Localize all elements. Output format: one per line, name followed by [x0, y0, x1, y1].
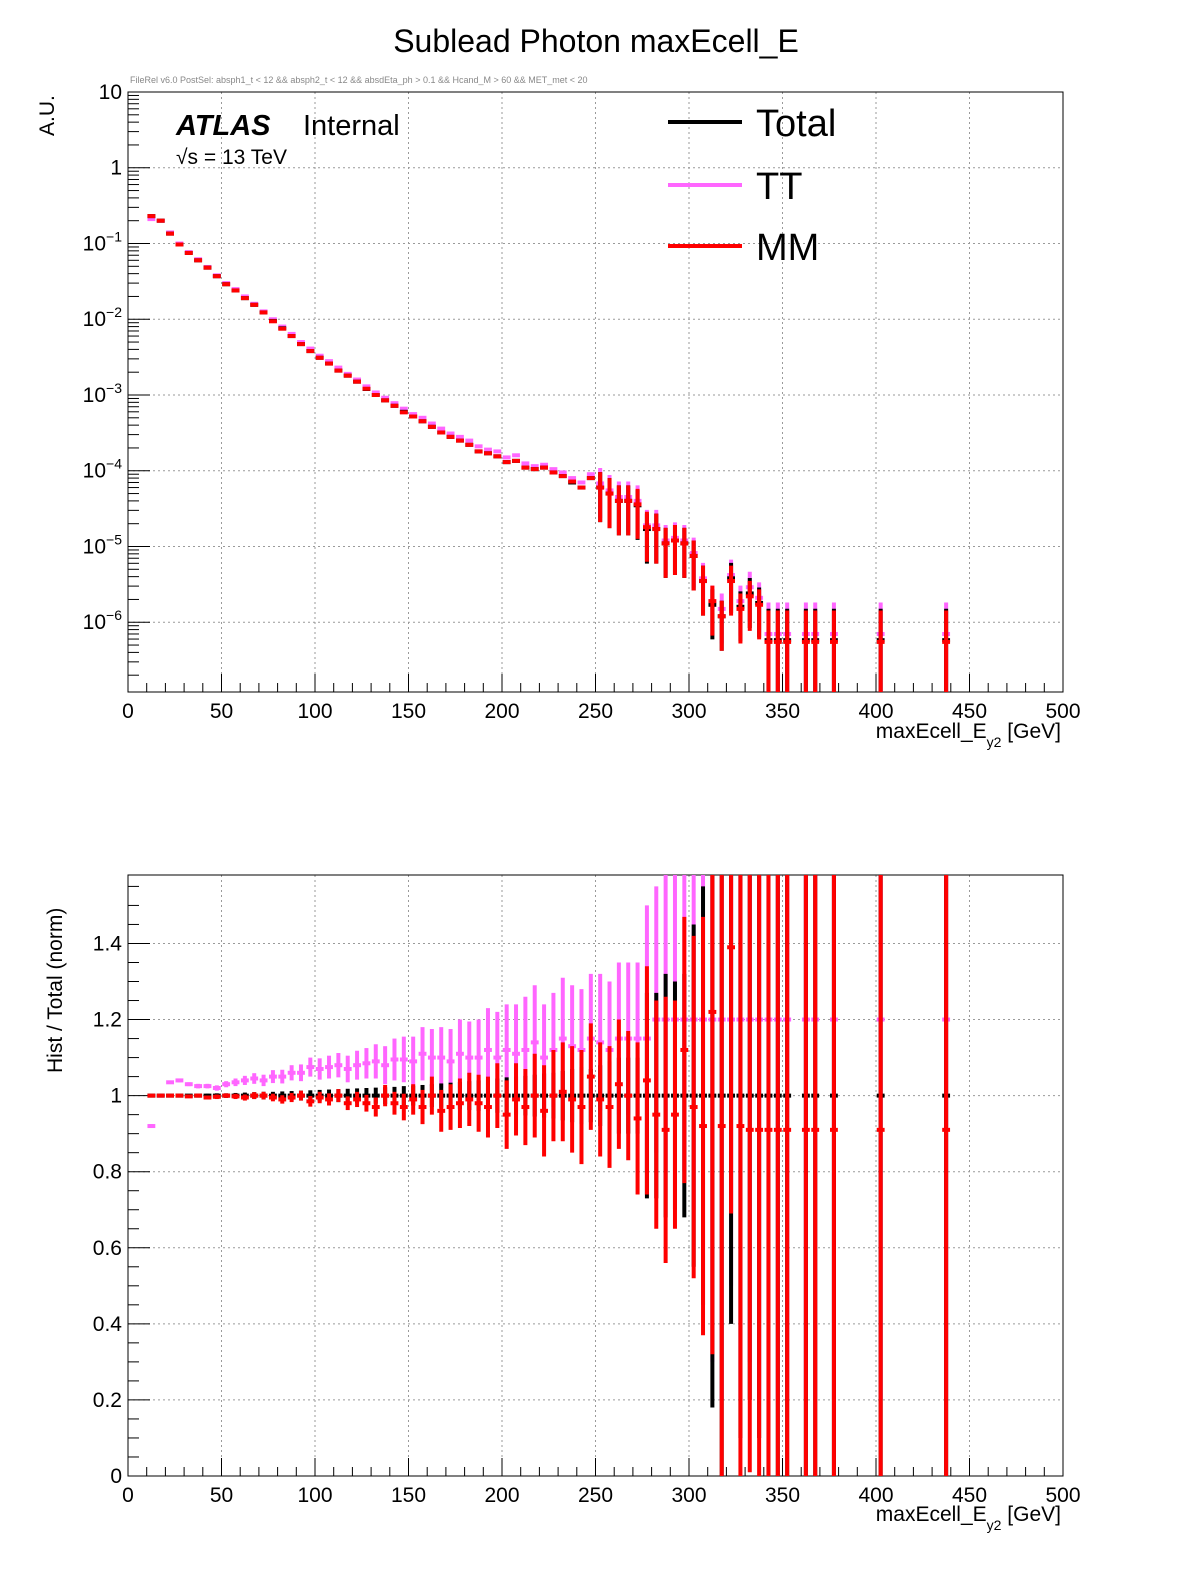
- legend-label-total: Total: [756, 103, 836, 145]
- x-tick-label: 200: [484, 700, 519, 723]
- bottom-panel: 0 50 100 150 200 250 300 350 400 450 500 0 0.2 0.4 0.6…: [44, 874, 1081, 1533]
- x-tick-label: 350: [765, 1484, 800, 1507]
- y-tick-label: 0.4: [93, 1313, 123, 1336]
- legend: Total TT MM: [668, 103, 836, 269]
- x-tick-label: 50: [210, 1484, 233, 1507]
- x-tick-label: 0: [122, 1484, 134, 1507]
- selection-cuts-text: FileRel v6.0 PostSel: absph1_t < 12 && a…: [130, 75, 588, 85]
- ratio-series-total: [147, 875, 951, 1476]
- x-tick-label: 400: [858, 1484, 893, 1507]
- x-tick-label: 500: [1045, 1484, 1080, 1507]
- y-tick-label: 0: [110, 1465, 122, 1488]
- series-total: [147, 214, 951, 692]
- y-tick-label: 10−4: [83, 456, 123, 483]
- x-tick-label: 450: [952, 700, 987, 723]
- y-tick-label: 0.8: [93, 1161, 122, 1184]
- y-tick-label: 1: [110, 1085, 122, 1108]
- x-tick-label: 500: [1045, 700, 1080, 723]
- atlas-label: ATLAS: [175, 110, 271, 142]
- x-tick-label: 200: [484, 1484, 519, 1507]
- x-tick-label: 350: [765, 700, 800, 723]
- y-tick-label: 10: [99, 81, 122, 104]
- ratio-series-tt: [147, 875, 951, 1400]
- y-tick-label: 1: [110, 157, 122, 180]
- y-tick-label: 0.6: [93, 1237, 122, 1260]
- x-tick-label: 450: [952, 1484, 987, 1507]
- x-tick-label: 400: [858, 700, 893, 723]
- x-tick-label: 50: [210, 700, 233, 723]
- x-tick-label: 250: [578, 700, 613, 723]
- y-tick-label: 10−3: [83, 380, 123, 407]
- chart-title: Sublead Photon maxEcell_E: [393, 23, 799, 59]
- y-tick-label: 1.4: [93, 932, 123, 955]
- top-plot-frame: [127, 91, 1064, 693]
- legend-label-mm: MM: [756, 227, 819, 269]
- y-tick-label: 10−5: [83, 531, 123, 558]
- x-tick-label: 150: [391, 700, 426, 723]
- y-tick-label: 1.2: [93, 1009, 122, 1032]
- y-tick-label: 10−2: [83, 304, 123, 331]
- x-tick-label: 100: [297, 700, 332, 723]
- top-panel: 0 50 100 150 200 250 300 350 400 450 500 10 1 10−1 10−…: [36, 81, 1081, 750]
- energy-label: √s = 13 TeV: [176, 146, 287, 169]
- x-axis-title-top: maxEcell_Ey2 [GeV]: [876, 720, 1061, 750]
- y-tick-label: 0.2: [93, 1389, 122, 1412]
- y-axis-title-top: A.U.: [36, 95, 59, 136]
- y-axis-title-bottom: Hist / Total (norm): [44, 908, 67, 1073]
- x-axis-title-bottom: maxEcell_Ey2 [GeV]: [876, 1503, 1061, 1533]
- x-tick-label: 300: [671, 1484, 706, 1507]
- x-tick-label: 300: [671, 700, 706, 723]
- series-mm: [147, 214, 951, 692]
- x-tick-label: 100: [297, 1484, 332, 1507]
- legend-label-tt: TT: [756, 166, 802, 208]
- y-tick-label: 10−1: [83, 228, 123, 255]
- bottom-plot-frame: [127, 874, 1064, 1477]
- x-tick-label: 0: [122, 700, 134, 723]
- internal-label: Internal: [303, 110, 400, 142]
- x-tick-label: 150: [391, 1484, 426, 1507]
- y-tick-label: 10−6: [83, 607, 123, 634]
- x-tick-label: 250: [578, 1484, 613, 1507]
- ratio-series-mm: [147, 875, 951, 1476]
- series-tt: [147, 217, 951, 692]
